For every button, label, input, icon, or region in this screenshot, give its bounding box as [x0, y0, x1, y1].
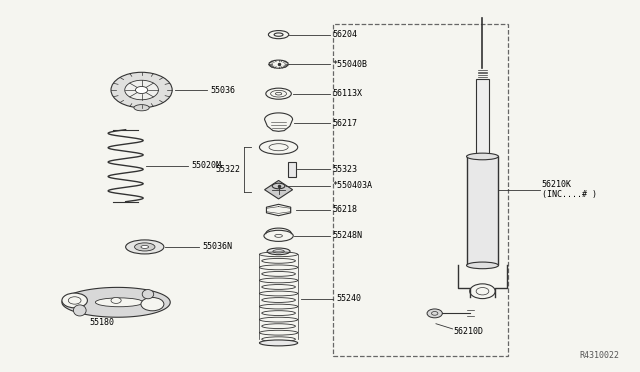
Circle shape — [111, 72, 172, 108]
FancyBboxPatch shape — [476, 79, 489, 157]
Text: 56210D: 56210D — [454, 327, 484, 336]
Circle shape — [125, 80, 159, 100]
FancyBboxPatch shape — [288, 162, 296, 177]
Ellipse shape — [95, 298, 143, 307]
Text: 56113X: 56113X — [333, 89, 363, 98]
Ellipse shape — [142, 289, 154, 299]
Text: 56218: 56218 — [333, 205, 358, 215]
Text: 55248N: 55248N — [333, 231, 363, 240]
Text: 55323: 55323 — [333, 165, 358, 174]
Text: 55036N: 55036N — [202, 243, 232, 251]
Bar — [333, 23, 508, 356]
Text: 55240: 55240 — [336, 294, 361, 303]
Ellipse shape — [134, 105, 149, 111]
Ellipse shape — [74, 305, 86, 316]
Ellipse shape — [134, 243, 155, 251]
Text: 56210K: 56210K — [541, 180, 572, 189]
Ellipse shape — [467, 153, 499, 160]
Text: (INC....# ): (INC....# ) — [541, 190, 596, 199]
Text: *55040B: *55040B — [333, 60, 368, 69]
Text: *550403A: *550403A — [333, 182, 372, 190]
Circle shape — [136, 86, 148, 93]
Ellipse shape — [259, 340, 298, 346]
Ellipse shape — [467, 262, 499, 269]
Text: 55322: 55322 — [215, 165, 241, 174]
Circle shape — [62, 293, 88, 308]
Text: 55180: 55180 — [89, 318, 114, 327]
Text: 56204: 56204 — [333, 30, 358, 39]
FancyBboxPatch shape — [467, 157, 499, 265]
Text: R4310022: R4310022 — [579, 350, 620, 359]
Circle shape — [111, 298, 121, 304]
Polygon shape — [62, 288, 170, 317]
Text: 56217: 56217 — [333, 119, 358, 128]
Circle shape — [427, 309, 442, 318]
Circle shape — [141, 298, 164, 311]
Circle shape — [470, 284, 495, 299]
Text: 55020M: 55020M — [191, 161, 221, 170]
Ellipse shape — [125, 240, 164, 254]
Text: 55036: 55036 — [211, 86, 236, 94]
Polygon shape — [264, 180, 292, 199]
Ellipse shape — [267, 248, 290, 255]
Ellipse shape — [141, 246, 148, 248]
